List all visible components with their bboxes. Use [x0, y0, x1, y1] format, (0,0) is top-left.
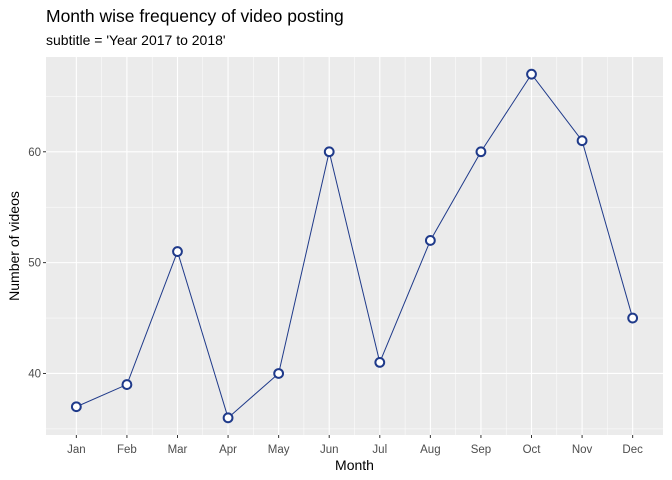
x-tick-label: Mar — [168, 444, 188, 456]
x-tick-label: May — [268, 444, 290, 456]
x-tick-label: Jul — [372, 444, 387, 456]
data-point — [576, 135, 588, 147]
y-axis-title: Number of videos — [6, 191, 22, 301]
x-tick-label: Aug — [420, 444, 440, 456]
data-points — [70, 68, 639, 424]
data-point — [475, 146, 487, 158]
x-tick-label: Jun — [320, 444, 339, 456]
x-axis-ticks: Jan Feb Mar Apr May Jun Jul Aug Sep Oct Nov Dec — [67, 435, 643, 456]
data-point — [222, 412, 234, 424]
x-tick-label: Feb — [117, 444, 137, 456]
x-tick-label: Apr — [219, 444, 237, 456]
series-line-group — [76, 73, 634, 419]
data-point — [121, 379, 133, 390]
y-axis-ticks: 40 50 60 — [28, 147, 46, 380]
data-point — [70, 401, 82, 413]
y-tick-label: 60 — [28, 147, 41, 159]
data-point — [172, 246, 183, 257]
y-tick-label: 40 — [28, 368, 41, 380]
data-point — [374, 356, 386, 368]
chart-title: Month wise frequency of video posting — [46, 6, 344, 26]
data-point — [526, 68, 537, 80]
series-line — [76, 73, 634, 419]
x-tick-label: Oct — [523, 444, 542, 456]
chart-subtitle: subtitle = 'Year 2017 to 2018' — [46, 32, 226, 48]
y-tick-label: 50 — [28, 258, 41, 270]
x-tick-label: Sep — [471, 444, 491, 456]
x-axis-title: Month — [335, 457, 374, 473]
data-point — [627, 312, 639, 324]
data-point — [424, 235, 436, 246]
data-point — [273, 368, 285, 379]
x-tick-label: Nov — [572, 444, 593, 456]
x-tick-label: Jan — [67, 444, 86, 456]
data-point — [323, 146, 335, 158]
minor-gridlines — [46, 57, 663, 435]
x-tick-label: Dec — [622, 444, 643, 456]
